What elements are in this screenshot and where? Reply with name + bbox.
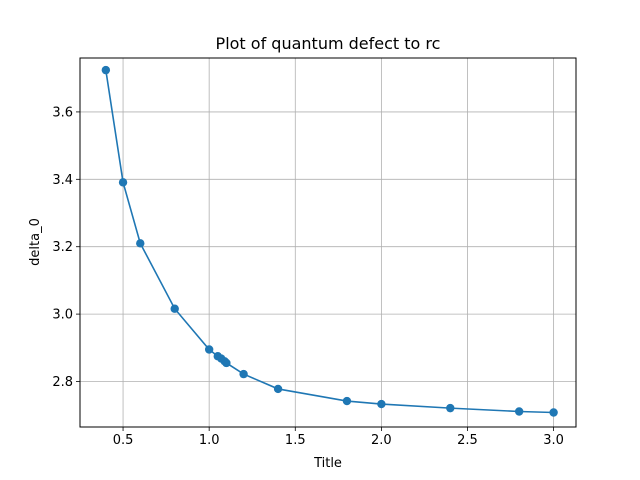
data-point: [446, 403, 455, 413]
data-point: [136, 239, 145, 248]
x-tick-label: 0.5: [113, 433, 134, 448]
y-tick-label: 3.4: [52, 173, 73, 188]
data-point: [222, 358, 231, 368]
data-point: [273, 384, 283, 394]
ticks: 0.5 1.0 1.5 2.0 2.5 3.0 2.8 3.0 3.2 3.4 3.6: [52, 105, 564, 448]
y-axis-label: delta_0: [28, 218, 43, 266]
y-tick-label: 3.2: [52, 240, 73, 255]
y-tick-label: 2.8: [52, 375, 73, 390]
data-point: [514, 407, 524, 416]
data-point: [118, 178, 128, 187]
data-point: [204, 345, 214, 354]
data-point: [377, 399, 386, 409]
markers: [101, 65, 558, 417]
data-point: [170, 304, 179, 313]
data-point: [549, 408, 558, 417]
x-tick-label: 2.5: [457, 433, 478, 448]
series-line: [105, 70, 554, 414]
x-axis-label: Title: [313, 456, 342, 471]
chart-title: Plot of quantum defect to rc: [216, 34, 441, 53]
x-tick-label: 1.0: [199, 433, 220, 448]
y-tick-label: 3.0: [52, 308, 73, 323]
data-point: [342, 396, 352, 406]
x-tick-label: 1.5: [285, 433, 306, 448]
y-tick-label: 3.6: [52, 105, 73, 120]
grid: [80, 58, 576, 427]
plot-frame: [79, 57, 577, 428]
data-point: [101, 65, 111, 75]
x-tick-label: 2.0: [371, 433, 392, 448]
x-tick-label: 3.0: [543, 433, 564, 448]
data-point: [239, 369, 248, 379]
